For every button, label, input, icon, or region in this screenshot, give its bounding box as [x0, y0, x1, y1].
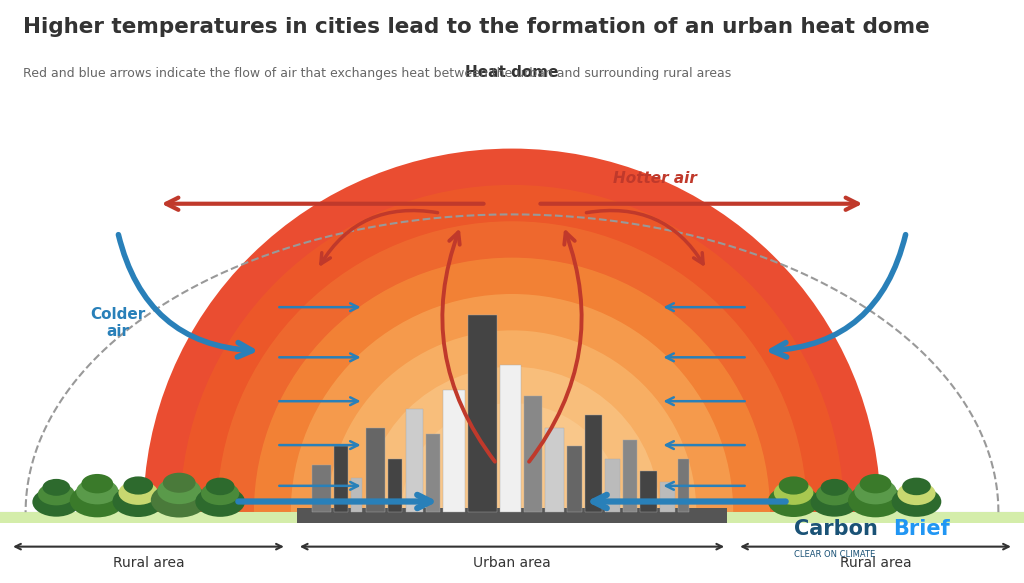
Ellipse shape [401, 403, 623, 583]
Bar [660, 482, 675, 512]
Text: Rural area: Rural area [113, 556, 184, 570]
Bar [640, 472, 657, 512]
Bar [93, 498, 101, 512]
Bar [585, 415, 602, 512]
Circle shape [82, 474, 113, 493]
Bar [53, 500, 59, 512]
Bar [0, 512, 297, 524]
Bar [623, 440, 637, 512]
Bar [366, 427, 385, 512]
Bar [605, 459, 620, 512]
Ellipse shape [143, 149, 881, 583]
Text: Carbon: Carbon [794, 519, 878, 539]
Bar [334, 447, 348, 512]
Circle shape [902, 477, 931, 495]
Ellipse shape [328, 331, 696, 583]
Circle shape [779, 476, 809, 494]
Bar [135, 499, 141, 512]
Bar [727, 512, 1024, 524]
Circle shape [768, 486, 819, 517]
Bar [468, 315, 497, 512]
Bar [175, 497, 183, 512]
Ellipse shape [217, 222, 807, 583]
Circle shape [821, 479, 848, 496]
Circle shape [43, 479, 70, 496]
Circle shape [196, 486, 245, 517]
Text: CLEAR ON CLIMATE: CLEAR ON CLIMATE [794, 550, 874, 559]
Bar [0, 512, 1024, 583]
Bar [791, 499, 797, 512]
Circle shape [33, 487, 80, 517]
Circle shape [816, 483, 853, 505]
Text: Hotter air: Hotter air [613, 171, 697, 186]
Circle shape [151, 483, 208, 518]
Bar [312, 465, 331, 512]
Bar [831, 500, 838, 512]
Text: Colder
air: Colder air [90, 307, 145, 339]
Circle shape [123, 476, 154, 494]
Circle shape [206, 477, 234, 495]
Bar [297, 508, 727, 524]
Text: Higher temperatures in cities lead to the formation of an urban heat dome: Higher temperatures in cities lead to th… [23, 17, 929, 37]
Circle shape [158, 477, 201, 504]
Bar [443, 390, 465, 512]
Bar [426, 434, 440, 512]
Bar [567, 447, 582, 512]
Circle shape [897, 482, 936, 505]
Bar [406, 409, 423, 512]
Bar [871, 498, 880, 512]
Circle shape [201, 482, 240, 505]
Bar [913, 499, 920, 512]
Circle shape [774, 480, 813, 505]
Ellipse shape [365, 367, 659, 583]
Circle shape [163, 473, 196, 493]
Circle shape [76, 479, 119, 504]
Circle shape [811, 487, 858, 517]
Ellipse shape [291, 294, 733, 583]
Circle shape [892, 486, 941, 517]
Text: Urban area: Urban area [473, 556, 551, 570]
Bar [545, 427, 564, 512]
Circle shape [854, 479, 897, 504]
Circle shape [113, 486, 164, 517]
Text: Heat dome: Heat dome [465, 65, 559, 80]
Text: Rural area: Rural area [840, 556, 911, 570]
Circle shape [119, 480, 158, 505]
Circle shape [848, 484, 903, 517]
Ellipse shape [254, 258, 770, 583]
Bar [678, 459, 689, 512]
Bar [524, 396, 542, 512]
Bar [217, 499, 223, 512]
Bar [500, 365, 521, 512]
Ellipse shape [180, 185, 844, 583]
Text: Red and blue arrows indicate the flow of air that exchanges heat between the urb: Red and blue arrows indicate the flow of… [23, 67, 731, 80]
Bar [351, 477, 362, 512]
Bar [388, 459, 402, 512]
Circle shape [70, 484, 125, 517]
Circle shape [38, 483, 75, 505]
Text: Brief: Brief [893, 519, 949, 539]
Circle shape [860, 474, 891, 493]
